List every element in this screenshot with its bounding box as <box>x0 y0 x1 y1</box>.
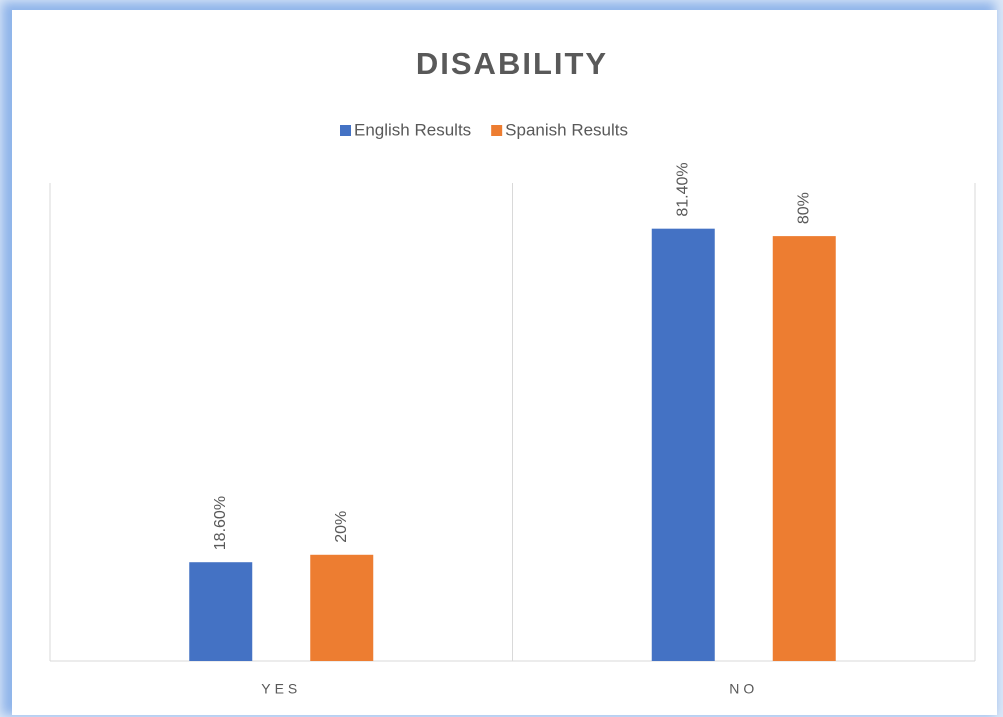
x-tick-label: YES <box>261 681 301 697</box>
data-label: 20% <box>333 511 350 543</box>
legend-swatch <box>491 125 503 136</box>
bar <box>310 554 374 661</box>
x-tick-label: NO <box>729 681 758 697</box>
data-label: 80% <box>795 192 812 224</box>
legend-label: Spanish Results <box>505 120 628 139</box>
legend-swatch <box>340 125 351 136</box>
chart-title: DISABILITY <box>416 46 608 81</box>
legend-label: English Results <box>354 120 471 139</box>
data-label: 81.40% <box>674 162 691 216</box>
bar <box>189 562 253 661</box>
bar <box>651 228 715 662</box>
data-label: 18.60% <box>212 496 229 550</box>
bar <box>772 236 836 661</box>
